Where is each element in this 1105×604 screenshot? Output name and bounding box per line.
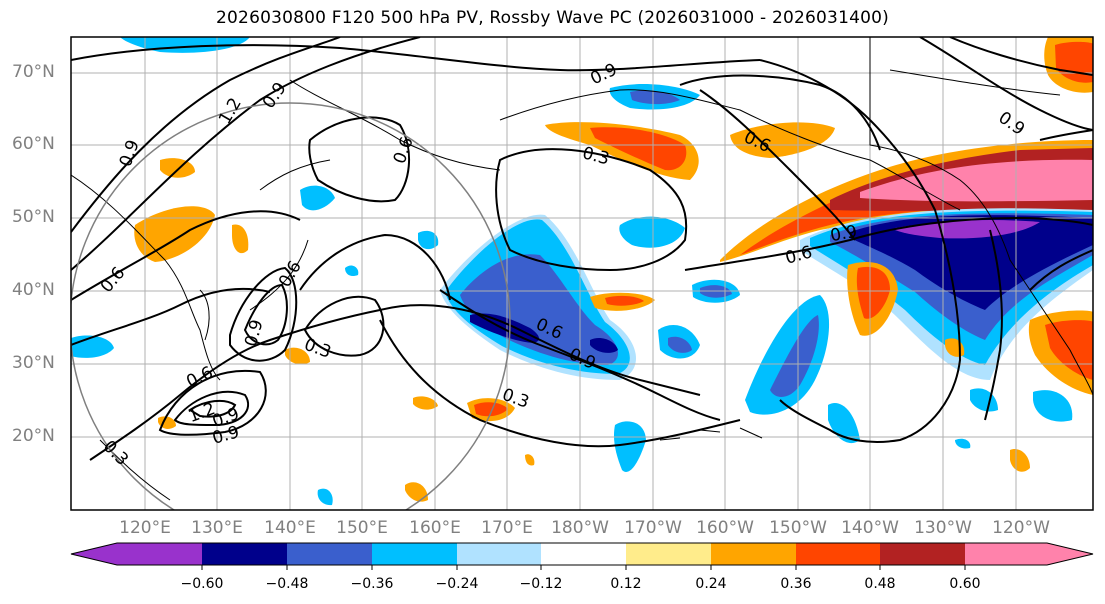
colorbar-tick-label: 0.12 bbox=[610, 576, 642, 592]
fill-navy-3 bbox=[590, 338, 618, 353]
contour-label: 0.9 bbox=[116, 137, 144, 169]
coastlines bbox=[71, 37, 1093, 501]
lon-label: 170°W bbox=[624, 518, 682, 538]
colorbar-tick-label: −0.36 bbox=[350, 576, 394, 592]
fill-orange-2 bbox=[730, 122, 835, 158]
pv-contours bbox=[71, 37, 1093, 461]
contour-label: 0.9 bbox=[259, 79, 291, 113]
colorbar-swatch-4 bbox=[372, 543, 457, 565]
fill-blob-1b bbox=[630, 90, 680, 105]
fill-blob-10 bbox=[71, 335, 114, 358]
fill-red-7 bbox=[856, 266, 890, 319]
fill-orange-5 bbox=[232, 224, 249, 254]
colorbar-swatch-1 bbox=[117, 543, 202, 565]
colorbar-tick-label: −0.24 bbox=[435, 576, 479, 592]
colorbar-swatch-11 bbox=[965, 543, 1047, 565]
colorbar-tick-label: −0.60 bbox=[180, 576, 224, 592]
colorbar-tick-label: 0.36 bbox=[780, 576, 812, 592]
fill-blob-5 bbox=[745, 295, 830, 415]
colorbar-tick-label: 0.48 bbox=[864, 576, 896, 592]
map-frame bbox=[70, 36, 1094, 511]
fill-orange-17 bbox=[525, 454, 535, 466]
colorbar-tick-label: 0.24 bbox=[695, 576, 727, 592]
lon-label: 150°E bbox=[336, 518, 388, 538]
colorbar-tick-label: −0.12 bbox=[519, 576, 563, 592]
contour-label: 0.6 bbox=[390, 134, 418, 166]
map-title: 2026030800 F120 500 hPa PV, Rossby Wave … bbox=[216, 8, 889, 28]
fill-purple bbox=[895, 220, 1040, 239]
lat-label-50n: 50°N bbox=[12, 207, 55, 227]
contour-label: 0.3 bbox=[99, 437, 132, 470]
colorbar-min-arrow bbox=[71, 543, 117, 565]
fill-orange-14 bbox=[413, 396, 438, 410]
colorbar-swatch-3 bbox=[287, 543, 372, 565]
fill-orange-4 bbox=[160, 158, 195, 178]
fill-royal-2 bbox=[460, 254, 618, 365]
fill-orange-13 bbox=[405, 482, 428, 502]
fill-blob-9c bbox=[1033, 390, 1073, 422]
analysis-circle bbox=[71, 102, 511, 510]
lon-label: 150°W bbox=[769, 518, 827, 538]
lon-label: 130°E bbox=[191, 518, 243, 538]
fill-blob-14 bbox=[317, 488, 333, 506]
lat-label-60n: 60°N bbox=[12, 134, 55, 154]
colorbar-swatch-8 bbox=[711, 543, 796, 565]
colorbar-tick-label: −0.48 bbox=[265, 576, 309, 592]
fill-orange-12 bbox=[1010, 449, 1030, 472]
colorbar-swatch-9 bbox=[796, 543, 880, 565]
fill-red-1 bbox=[590, 127, 687, 171]
fill-navy bbox=[850, 215, 1093, 310]
colorbar-swatch-6 bbox=[541, 543, 626, 565]
lon-label: 160°E bbox=[409, 518, 461, 538]
contour-label: 0.9 bbox=[587, 60, 620, 90]
lat-label-70n: 70°N bbox=[12, 62, 55, 82]
fill-blob-2 bbox=[619, 216, 685, 248]
fill-orange-15 bbox=[285, 347, 310, 365]
contour-label: 0.9 bbox=[829, 222, 859, 246]
colorbar-tick-label: 0.60 bbox=[949, 576, 981, 592]
lat-label-40n: 40°N bbox=[12, 280, 55, 300]
lon-label: 180°W bbox=[551, 518, 609, 538]
fill-blob-3 bbox=[418, 230, 439, 250]
fill-red-10 bbox=[474, 402, 508, 417]
pv-anomaly-fills bbox=[71, 37, 1093, 506]
colorbar-swatch-2 bbox=[202, 543, 287, 565]
fill-pink bbox=[860, 159, 1093, 202]
contour-label: 0.9 bbox=[995, 108, 1029, 140]
colorbar-outline bbox=[70, 542, 1094, 566]
contour-label: 1.2 bbox=[215, 95, 246, 128]
lon-label: 120°E bbox=[119, 518, 171, 538]
fill-red-8 bbox=[1045, 320, 1093, 380]
fill-blob-7 bbox=[613, 421, 646, 472]
fill-blob-9 bbox=[970, 388, 998, 412]
colorbar-swatch-5 bbox=[457, 543, 541, 565]
colorbar-max-arrow bbox=[1047, 543, 1093, 565]
contour-label: 0.6 bbox=[783, 242, 814, 268]
fill-blob-13 bbox=[955, 438, 971, 449]
colorbar-swatch-7 bbox=[626, 543, 711, 565]
colorbar-swatch-10 bbox=[880, 543, 965, 565]
lon-label: 160°W bbox=[696, 518, 754, 538]
fill-red-9 bbox=[1055, 41, 1093, 83]
fill-red-6 bbox=[605, 295, 644, 306]
lat-label-30n: 30°N bbox=[12, 353, 55, 373]
fill-blob-15 bbox=[345, 265, 359, 277]
lon-label: 120°W bbox=[992, 518, 1050, 538]
fill-blob-5b bbox=[770, 315, 819, 397]
lat-label-20n: 20°N bbox=[12, 426, 55, 446]
fill-orange-3 bbox=[134, 206, 215, 262]
lon-label: 170°E bbox=[481, 518, 533, 538]
lon-label: 140°W bbox=[841, 518, 899, 538]
lon-label: 140°E bbox=[264, 518, 316, 538]
lon-label: 130°W bbox=[914, 518, 972, 538]
colorbar bbox=[70, 542, 1094, 570]
fill-blob-6b bbox=[668, 336, 692, 353]
fill-blob-11 bbox=[300, 185, 335, 211]
